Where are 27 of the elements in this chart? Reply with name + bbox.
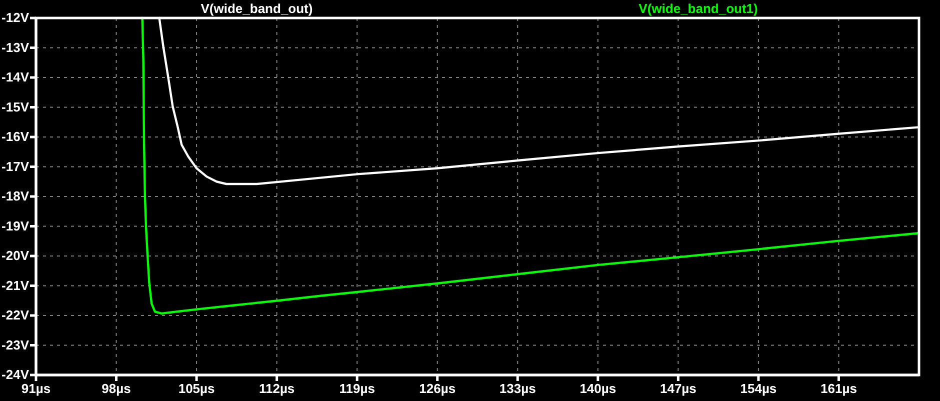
y-tick-label: -19V [2, 218, 30, 234]
y-tick-label: -14V [2, 70, 30, 85]
y-tick-label: -18V [2, 188, 30, 204]
line-series [141, 16, 920, 315]
x-tick-label: 133µs [499, 381, 536, 396]
x-tick-label: 105µs [178, 381, 215, 396]
text: V(wide_band_out1) [638, 1, 758, 16]
x-tick-label: 140µs [580, 381, 616, 396]
x-tick-label: 154µs [740, 381, 777, 396]
x-tick-label: 91µs [21, 381, 51, 396]
x-tick-label: 126µs [419, 381, 456, 396]
y-tick-label: -12V [2, 10, 30, 26]
y-tick-label: -13V [2, 40, 30, 55]
x-tick-label: 119µs [339, 381, 375, 396]
x-tick-label: 147µs [660, 381, 696, 396]
y-tick-label: -20V [2, 248, 30, 264]
text: V(wide_band_out) [200, 1, 313, 16]
x-tick-label: 161µs [820, 381, 857, 396]
y-tick-label: -16V [2, 129, 30, 144]
x-tick-label: 98µs [102, 381, 131, 396]
y-tick-label: -15V [2, 99, 30, 114]
y-tick-label: -21V [2, 278, 30, 293]
y-tick-label: -17V [2, 158, 30, 174]
y-tick-label: -22V [2, 308, 30, 323]
y-tick-label: -23V [2, 337, 30, 352]
x-tick-label: 112µs [258, 381, 295, 396]
y-tick-label: -24V [2, 367, 30, 382]
